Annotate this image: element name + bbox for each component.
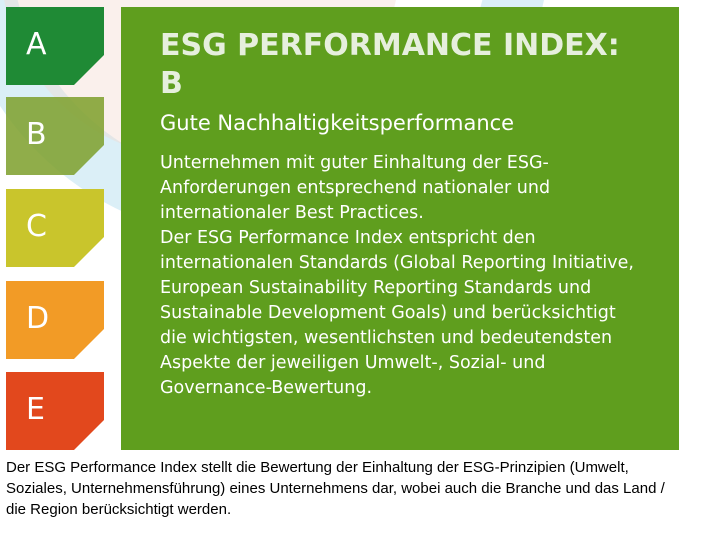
info-panel: ESG PERFORMANCE INDEX: B Gute Nachhaltig… bbox=[121, 7, 679, 450]
paragraph: Unternehmen mit guter Einhaltung der ESG… bbox=[160, 153, 551, 223]
badge-shape bbox=[6, 7, 104, 85]
badge-shape bbox=[6, 189, 104, 267]
subtitle: Gute Nachhaltigkeitsperformance bbox=[160, 111, 515, 135]
description: Unternehmen mit guter Einhaltung der ESG… bbox=[160, 151, 645, 401]
grade-letter: D bbox=[26, 301, 50, 336]
footnote: Der ESG Performance Index stellt die Bew… bbox=[6, 459, 665, 518]
grade-letter: B bbox=[26, 117, 47, 152]
badge-shape bbox=[6, 372, 104, 450]
grade-badge: E bbox=[6, 372, 104, 450]
grade-letter: A bbox=[26, 27, 47, 62]
grade-letter: C bbox=[26, 209, 47, 244]
badge-shape bbox=[6, 97, 104, 175]
grade-badge: A bbox=[6, 7, 104, 85]
grade-badge: C bbox=[6, 189, 104, 267]
paragraph: Der ESG Performance Index entspricht den… bbox=[160, 228, 634, 398]
grade-badge: D bbox=[6, 281, 104, 359]
grade-letter: E bbox=[26, 392, 45, 427]
badge-shape bbox=[6, 281, 104, 359]
grade-badge: B bbox=[6, 97, 104, 175]
title: ESG PERFORMANCE INDEX: B bbox=[160, 28, 620, 101]
